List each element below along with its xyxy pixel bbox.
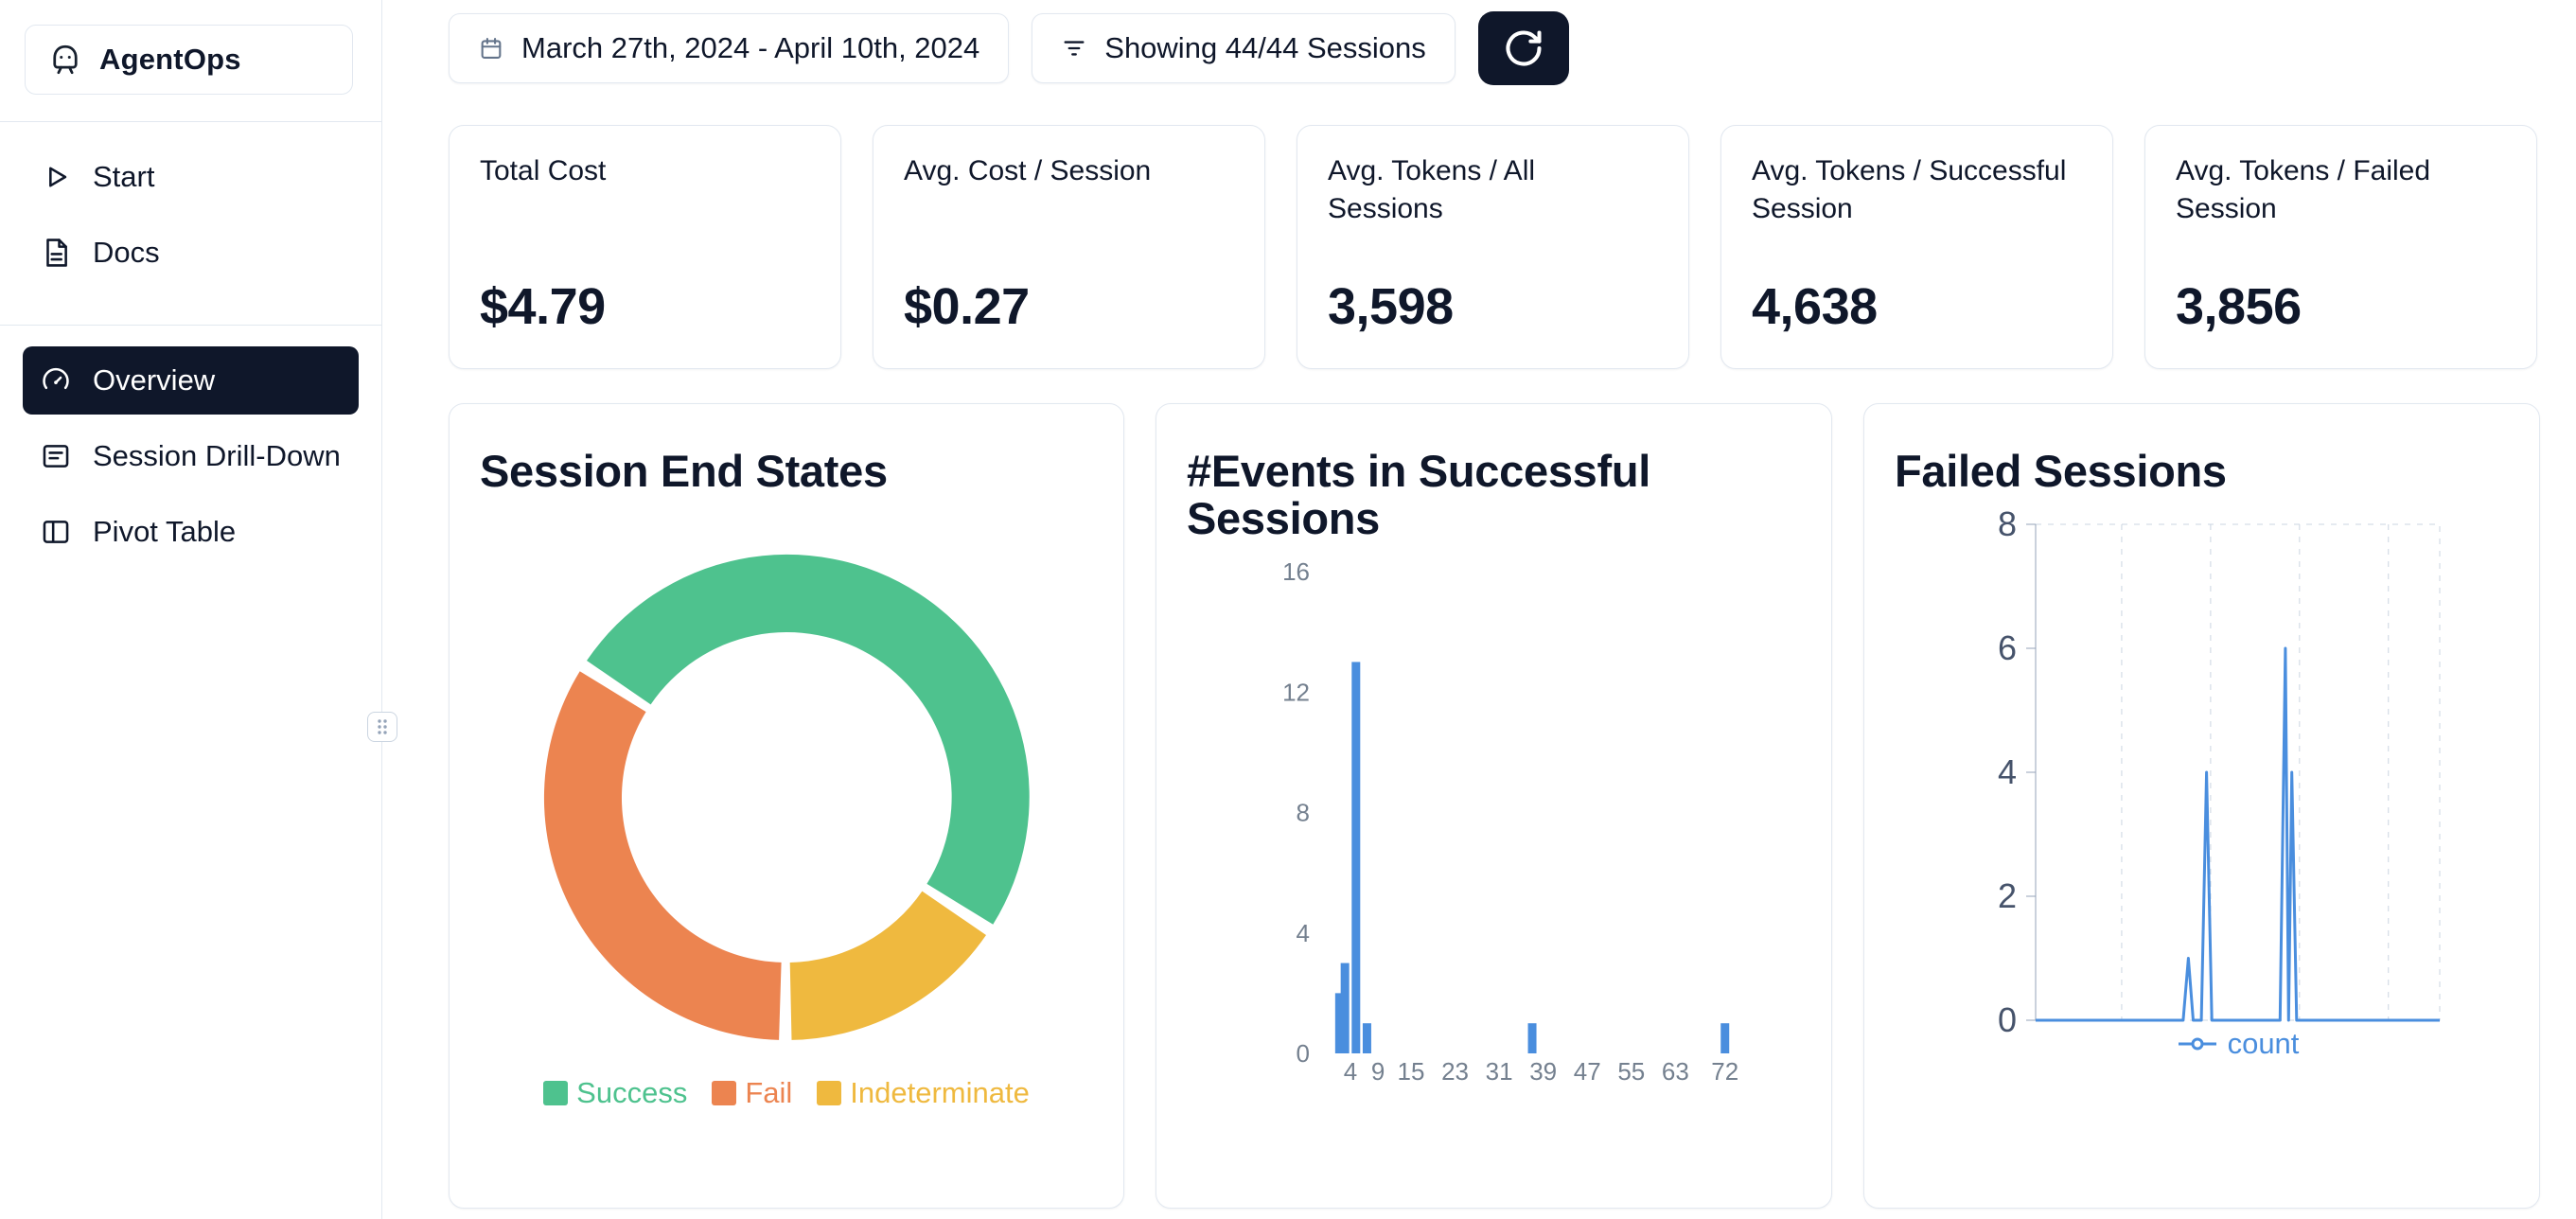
stat-label: Total Cost	[480, 155, 607, 186]
svg-text:4: 4	[1297, 919, 1310, 947]
sidebar: AgentOps Start Docs Overview	[0, 0, 382, 1219]
svg-text:12: 12	[1282, 678, 1310, 706]
stat-value: 4,638	[1752, 278, 1878, 335]
legend-swatch-indeterminate	[817, 1081, 842, 1105]
svg-text:47: 47	[1574, 1057, 1601, 1086]
events-histogram-card: #Events in Successful Sessions 0 4 8 12 16 4 9…	[1156, 403, 1832, 1209]
svg-text:2: 2	[1998, 876, 2017, 915]
stat-label: Avg. Cost / Session	[904, 155, 1152, 186]
count-legend-marker-icon	[2178, 1037, 2216, 1051]
pie-legend: Success Fail Indeterminate	[450, 1076, 1123, 1110]
docs-icon	[46, 238, 67, 267]
stat-card-avg-tokens-failed: Avg. Tokens / Failed Session 3,856	[2144, 125, 2537, 369]
sidebar-item-session-drill-down[interactable]: Session Drill-Down	[23, 422, 359, 490]
stat-label: Avg. Tokens / All Sessions	[1328, 155, 1536, 224]
toolbar: March 27th, 2024 - April 10th, 2024 Show…	[449, 11, 2540, 85]
failed-sessions-card: Failed Sessions 0 2 4 6 8 count	[1863, 403, 2540, 1209]
failed-sessions-chart[interactable]: 0 2 4 6 8	[1864, 404, 2541, 1210]
sidebar-nav-main: Overview Session Drill-Down Pivot Table	[0, 326, 381, 566]
svg-text:9: 9	[1371, 1057, 1385, 1086]
main-content: March 27th, 2024 - April 10th, 2024 Show…	[383, 0, 2576, 1219]
svg-text:63: 63	[1662, 1057, 1689, 1086]
sidebar-item-label: Docs	[93, 236, 160, 269]
sidebar-divider	[0, 121, 381, 122]
stat-card-avg-cost-session: Avg. Cost / Session $0.27	[873, 125, 1265, 369]
gauge-icon	[43, 367, 69, 390]
session-end-states-card: Session End States Success Fail Indeterm…	[449, 403, 1124, 1209]
date-range-button[interactable]: March 27th, 2024 - April 10th, 2024	[449, 13, 1010, 83]
play-icon	[49, 167, 67, 187]
svg-text:31: 31	[1486, 1057, 1513, 1086]
legend-label-fail: Fail	[745, 1076, 793, 1109]
chart-title-events: #Events in Successful Sessions	[1187, 446, 1651, 543]
legend-label-indeterminate: Indeterminate	[850, 1076, 1030, 1109]
sidebar-nav-top: Start Docs	[0, 122, 381, 287]
stat-card-total-cost: Total Cost $4.79	[449, 125, 841, 369]
stat-value: 3,598	[1328, 278, 1454, 335]
session-list-icon	[43, 445, 69, 468]
stat-card-avg-tokens-all: Avg. Tokens / All Sessions 3,598	[1297, 125, 1689, 369]
stats-row: Total Cost $4.79 Avg. Cost / Session $0.…	[449, 125, 2540, 369]
app-logo[interactable]: AgentOps	[25, 25, 353, 95]
svg-text:6: 6	[1998, 628, 2017, 667]
svg-text:8: 8	[1998, 504, 2017, 543]
count-legend[interactable]: count	[2036, 1027, 2440, 1061]
svg-text:4: 4	[1998, 752, 2017, 791]
refresh-button[interactable]	[1477, 11, 1569, 85]
sidebar-item-label: Start	[93, 160, 155, 193]
stat-label: Avg. Tokens / Failed Session	[2176, 155, 2431, 224]
grip-dots-icon	[378, 719, 387, 734]
agentops-logo-icon	[53, 44, 78, 75]
svg-text:23: 23	[1441, 1057, 1469, 1086]
svg-text:0: 0	[1998, 1000, 2017, 1039]
svg-text:39: 39	[1529, 1057, 1557, 1086]
legend-item-success[interactable]: Success	[543, 1076, 687, 1110]
filter-icon	[1064, 41, 1085, 56]
pivot-table-icon	[43, 521, 69, 543]
sidebar-item-label: Overview	[93, 363, 216, 397]
date-range-label: March 27th, 2024 - April 10th, 2024	[521, 31, 980, 64]
sidebar-item-start[interactable]: Start	[23, 143, 359, 211]
svg-text:0: 0	[1297, 1039, 1310, 1068]
legend-item-fail[interactable]: Fail	[712, 1076, 792, 1110]
svg-text:8: 8	[1297, 799, 1310, 827]
refresh-icon	[1506, 30, 1542, 66]
chart-title-failed-sessions: Failed Sessions	[1895, 446, 2227, 496]
svg-text:55: 55	[1617, 1057, 1645, 1086]
svg-text:16: 16	[1282, 557, 1310, 586]
legend-swatch-fail	[712, 1081, 737, 1105]
sidebar-item-pivot-table[interactable]: Pivot Table	[23, 498, 359, 566]
sessions-filter-label: Showing 44/44 Sessions	[1104, 31, 1426, 64]
svg-text:72: 72	[1711, 1057, 1738, 1086]
sidebar-resize-handle[interactable]	[367, 712, 397, 742]
chart-title-session-end-states: Session End States	[480, 446, 888, 496]
sidebar-item-label: Session Drill-Down	[93, 439, 341, 472]
stat-value: $0.27	[904, 278, 1030, 335]
legend-item-indeterminate[interactable]: Indeterminate	[817, 1076, 1030, 1110]
session-end-states-donut-chart[interactable]	[521, 533, 1051, 1063]
sidebar-item-overview[interactable]: Overview	[23, 346, 359, 415]
sidebar-divider	[0, 325, 381, 326]
stat-value: 3,856	[2176, 278, 2302, 335]
sessions-filter-button[interactable]: Showing 44/44 Sessions	[1032, 13, 1456, 83]
app-name: AgentOps	[99, 43, 241, 76]
stat-label: Avg. Tokens / Successful Session	[1752, 155, 2067, 224]
sidebar-item-docs[interactable]: Docs	[23, 219, 359, 287]
svg-text:4: 4	[1344, 1057, 1357, 1086]
legend-label-success: Success	[576, 1076, 688, 1109]
stat-value: $4.79	[480, 278, 606, 335]
stat-card-avg-tokens-successful: Avg. Tokens / Successful Session 4,638	[1720, 125, 2113, 369]
sidebar-item-label: Pivot Table	[93, 515, 237, 548]
svg-text:15: 15	[1398, 1057, 1425, 1086]
count-legend-label: count	[2227, 1027, 2300, 1060]
legend-swatch-success	[543, 1081, 569, 1105]
charts-row: Session End States Success Fail Indeterm…	[449, 403, 2540, 1209]
calendar-icon	[481, 38, 502, 59]
